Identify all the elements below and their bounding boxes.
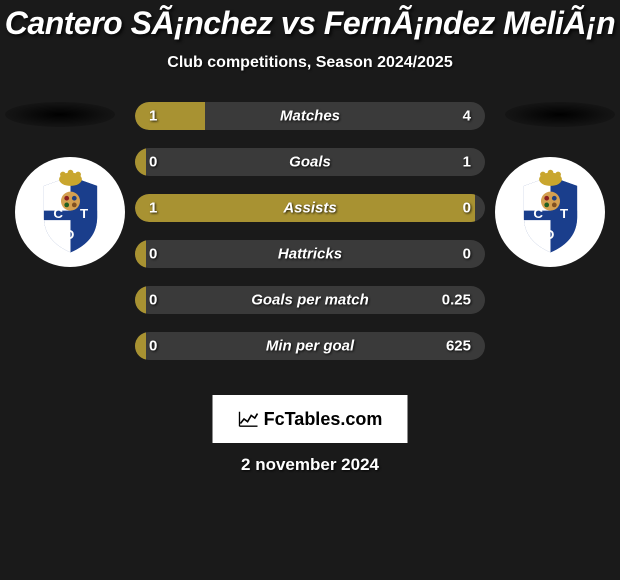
shadow-left <box>5 102 115 127</box>
crest-icon: C T D <box>23 165 118 260</box>
footer-logo-text: FcTables.com <box>264 409 383 430</box>
stat-label: Goals <box>135 154 485 171</box>
footer-logo: FcTables.com <box>213 395 408 443</box>
svg-text:D: D <box>64 227 74 242</box>
stat-label: Goals per match <box>135 292 485 309</box>
stat-value-left: 0 <box>149 154 157 171</box>
stat-bar-bg: Hattricks0 0 <box>135 240 485 268</box>
stat-value-left: 1 <box>149 108 157 125</box>
stat-value-right: 0.25 <box>442 292 471 309</box>
stat-bar-bg: Assists1 0 <box>135 194 485 222</box>
team-crest-left: C T D <box>15 157 125 267</box>
svg-text:T: T <box>560 206 568 221</box>
stat-bar-bg: Min per goal0 625 <box>135 332 485 360</box>
date-text: 2 november 2024 <box>0 455 620 475</box>
subtitle: Club competitions, Season 2024/2025 <box>0 54 620 72</box>
stat-label: Min per goal <box>135 338 485 355</box>
stat-bar-bg: Matches1 4 <box>135 102 485 130</box>
stat-value-right: 4 <box>463 108 471 125</box>
svg-text:D: D <box>544 227 554 242</box>
comparison-area: C T D C T D <box>0 102 620 382</box>
stat-bar-row: Min per goal0 625 <box>135 332 485 360</box>
stat-value-right: 625 <box>446 338 471 355</box>
stat-label: Matches <box>135 108 485 125</box>
title: Cantero SÃ¡nchez vs FernÃ¡ndez MeliÃ¡n <box>0 5 620 42</box>
stat-value-left: 0 <box>149 246 157 263</box>
stat-bar-row: Assists1 0 <box>135 194 485 222</box>
stat-bar-row: Hattricks0 0 <box>135 240 485 268</box>
svg-text:T: T <box>80 206 88 221</box>
bars-container: Matches14Goals01Assists10Hattricks00Goal… <box>135 102 485 378</box>
stat-bar-row: Matches1 4 <box>135 102 485 130</box>
chart-icon <box>238 410 260 428</box>
stat-value-right: 1 <box>463 154 471 171</box>
stat-value-right: 0 <box>463 200 471 217</box>
stat-label: Hattricks <box>135 246 485 263</box>
team-crest-right: C T D <box>495 157 605 267</box>
stat-bar-row: Goals0 1 <box>135 148 485 176</box>
stat-value-left: 0 <box>149 338 157 355</box>
stat-bar-bg: Goals per match0 0.25 <box>135 286 485 314</box>
shadow-right <box>505 102 615 127</box>
header: Cantero SÃ¡nchez vs FernÃ¡ndez MeliÃ¡n C… <box>0 0 620 72</box>
stat-label: Assists <box>135 200 485 217</box>
svg-text:C: C <box>53 206 63 221</box>
stat-bar-bg: Goals0 1 <box>135 148 485 176</box>
stat-bar-row: Goals per match0 0.25 <box>135 286 485 314</box>
crest-icon: C T D <box>503 165 598 260</box>
stat-value-right: 0 <box>463 246 471 263</box>
svg-text:C: C <box>533 206 543 221</box>
stat-value-left: 0 <box>149 292 157 309</box>
stat-value-left: 1 <box>149 200 157 217</box>
